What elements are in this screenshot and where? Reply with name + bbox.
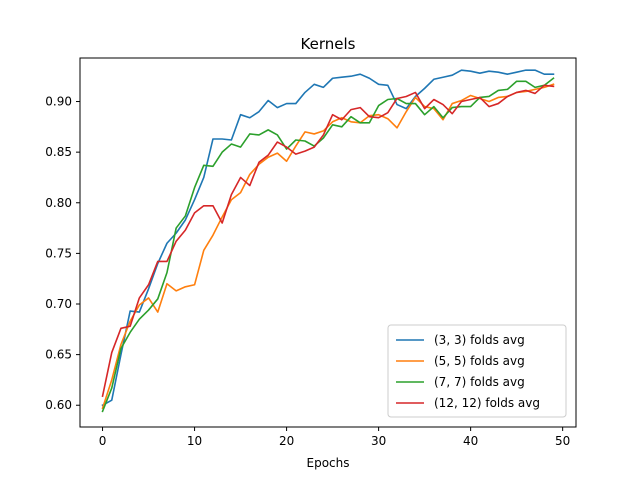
- x-tick-label: 50: [555, 434, 570, 448]
- x-tick-label: 30: [371, 434, 386, 448]
- y-tick-label: 0.70: [45, 297, 72, 311]
- x-tick-label: 40: [463, 434, 478, 448]
- legend: (3, 3) folds avg (5, 5) folds avg (7, 7) f…: [387, 324, 567, 418]
- y-tick-label: 0.85: [45, 145, 72, 159]
- y-tick-label: 0.75: [45, 246, 72, 260]
- legend-label: (12, 12) folds avg: [434, 396, 540, 410]
- y-tick-label: 0.80: [45, 196, 72, 210]
- x-tick-label: 20: [279, 434, 294, 448]
- y-tick-label: 0.90: [45, 95, 72, 109]
- series-line-0: [101, 69, 555, 407]
- y-tick-label: 0.60: [45, 398, 72, 412]
- x-axis-label: Epochs: [307, 456, 350, 470]
- y-tick-label: 0.65: [45, 348, 72, 362]
- series-line-2: [101, 77, 555, 413]
- legend-label: (7, 7) folds avg: [434, 375, 525, 389]
- series-line-3: [101, 84, 555, 398]
- legend-label: (3, 3) folds avg: [434, 333, 525, 347]
- y-axis-ticks: 0.60 0.65 0.70 0.75 0.80 0.85 0.90: [45, 95, 80, 412]
- plot-frame: [79, 57, 577, 428]
- chart-title: Kernels: [301, 35, 356, 53]
- legend-label: (5, 5) folds avg: [434, 354, 525, 368]
- x-tick-label: 0: [99, 434, 107, 448]
- plot-lines: [101, 69, 555, 413]
- legend-box: [387, 324, 567, 418]
- x-tick-label: 10: [187, 434, 202, 448]
- x-axis-ticks: 0 10 20 30 40 50: [99, 427, 570, 448]
